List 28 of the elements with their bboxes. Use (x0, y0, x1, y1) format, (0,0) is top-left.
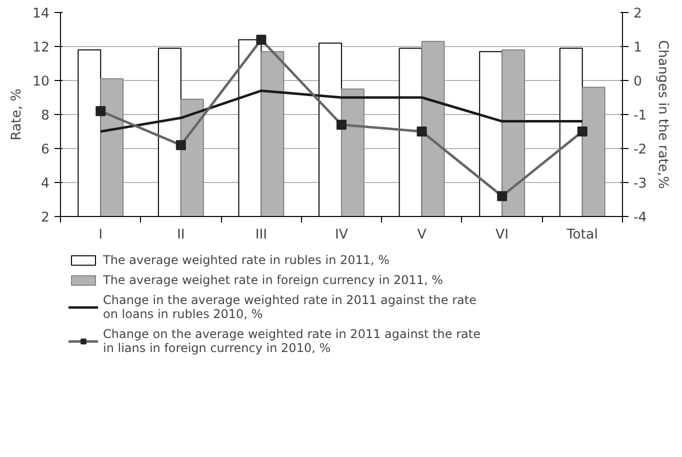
y-tick-label: 2 (41, 210, 50, 226)
x-tick-label: III (255, 228, 268, 242)
y2-tick-label: -3 (634, 176, 647, 192)
y-tick-label: 10 (32, 74, 50, 90)
x-tick-label: V (417, 228, 426, 242)
y-tick-label: 14 (32, 6, 50, 22)
legend-label: The average weighted rate in rubles in 2011, % (103, 253, 390, 267)
y-axis-title: Rate, % (10, 88, 25, 140)
x-tick-label: Total (566, 228, 598, 242)
legend-label: Change in the average weighted rate in 2011 against the rate on loans in rubles 2010, % (103, 293, 476, 321)
y-tick-label: 6 (41, 142, 50, 158)
y2-axis-title: Changes in the rate,% (654, 40, 670, 189)
y-tick-label: 8 (41, 108, 50, 124)
x-tick-label: I (98, 228, 103, 242)
legend-label: Change on the average weighted rate in 2011 against the rate in lians in foreign currency in 2010, % (103, 327, 480, 355)
legend-label: The average weighet rate in foreign currency in 2011, % (103, 273, 444, 287)
x-tick-label: II (177, 228, 185, 242)
y-tick-label: 4 (41, 176, 50, 192)
x-tick-label: VI (496, 228, 509, 242)
y2-tick-label: -1 (634, 108, 647, 124)
y-tick-label: 12 (32, 40, 50, 56)
y2-tick-label: -4 (634, 210, 647, 226)
y2-tick-label: 0 (634, 74, 642, 90)
y2-tick-label: 2 (634, 6, 642, 22)
y2-tick-label: -2 (634, 142, 647, 158)
line-series (99, 89, 584, 133)
y2-tick-label: 1 (634, 40, 642, 56)
x-tick-label: IV (334, 228, 348, 242)
